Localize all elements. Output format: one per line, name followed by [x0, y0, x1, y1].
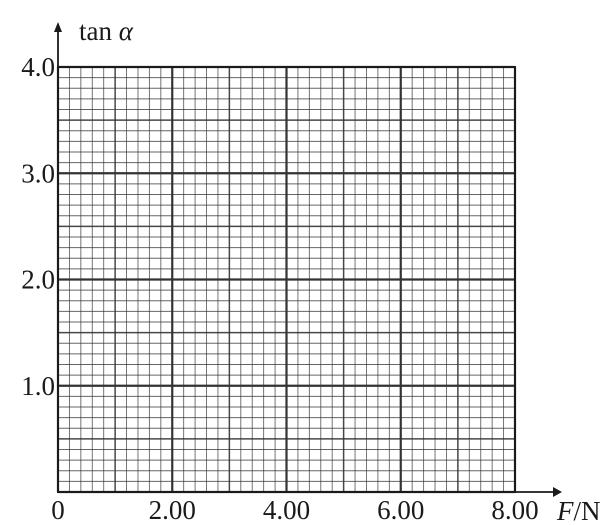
x-axis-label-unit: /N: [574, 496, 601, 525]
tick-labels: 0 2.00 4.00 6.00 8.00 1.0 2.0 3.0 4.0: [21, 52, 538, 525]
y-axis-label-func: tan: [79, 16, 119, 46]
x-tick-label: 4.00: [263, 495, 310, 525]
x-tick-label: 8.00: [491, 495, 538, 525]
y-axis-label: tan α: [79, 16, 134, 46]
x-tick-label: 2.00: [149, 495, 196, 525]
y-tick-label: 3.0: [21, 158, 55, 188]
x-axis-arrow: [553, 487, 562, 497]
y-tick-label: 1.0: [21, 371, 55, 401]
x-axis-label: F/N: [556, 496, 601, 525]
x-tick-label: 0: [51, 495, 65, 525]
axes: [54, 22, 562, 497]
y-axis-arrow: [54, 22, 62, 32]
y-tick-label: 4.0: [21, 52, 55, 82]
y-tick-label: 2.0: [21, 265, 55, 295]
grid: [56, 65, 517, 494]
x-tick-label: 6.00: [377, 495, 424, 525]
x-axis-label-var: F: [556, 496, 574, 525]
y-axis-label-var: α: [119, 16, 134, 46]
